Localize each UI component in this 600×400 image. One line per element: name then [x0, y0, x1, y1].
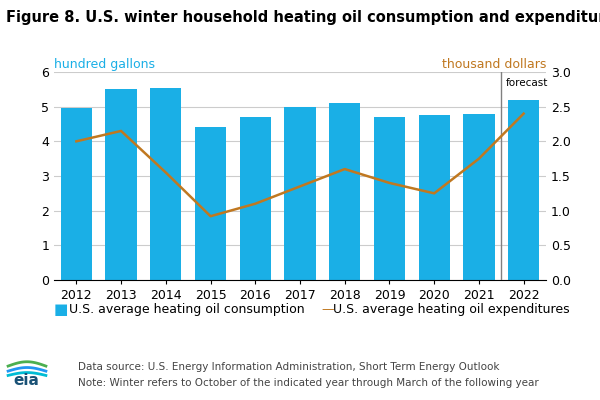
Bar — [61, 108, 92, 280]
Text: U.S. average heating oil expenditures: U.S. average heating oil expenditures — [333, 304, 569, 316]
Text: ■: ■ — [54, 302, 68, 318]
Bar — [195, 128, 226, 280]
Bar — [463, 114, 494, 280]
Bar — [374, 117, 405, 280]
Bar — [508, 100, 539, 280]
Text: forecast: forecast — [506, 78, 548, 88]
Bar — [419, 115, 450, 280]
Text: U.S. average heating oil consumption: U.S. average heating oil consumption — [69, 304, 305, 316]
Bar — [106, 89, 137, 280]
Bar — [284, 107, 316, 280]
Text: Data source: U.S. Energy Information Administration, Short Term Energy Outlook: Data source: U.S. Energy Information Adm… — [78, 362, 499, 372]
Text: —: — — [321, 304, 334, 316]
Text: Note: Winter refers to October of the indicated year through March of the follow: Note: Winter refers to October of the in… — [78, 378, 539, 388]
Text: eia: eia — [14, 373, 40, 388]
Bar — [150, 88, 181, 280]
Text: Figure 8. U.S. winter household heating oil consumption and expenditures: Figure 8. U.S. winter household heating … — [6, 10, 600, 25]
Bar — [329, 102, 361, 280]
Text: hundred gallons: hundred gallons — [54, 58, 155, 71]
Bar — [239, 117, 271, 280]
Text: thousand dollars: thousand dollars — [442, 58, 546, 71]
